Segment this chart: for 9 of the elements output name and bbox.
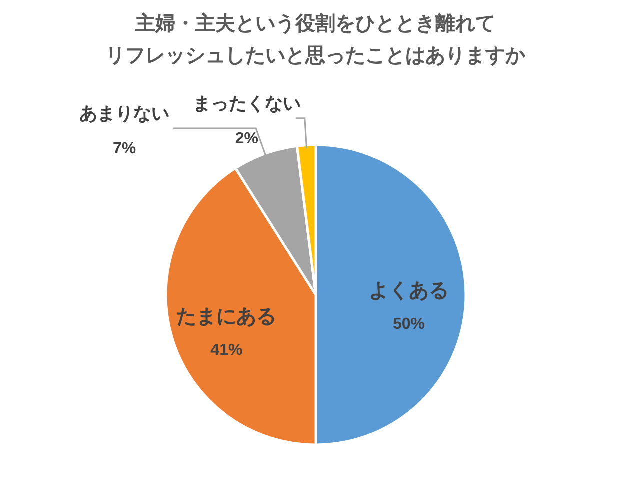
chart-title: 主婦・主夫という役割をひととき離れてリフレッシュしたいと思ったことはありますか xyxy=(106,12,526,67)
slice-label: たまにある xyxy=(176,306,277,328)
slice-label: まったくない xyxy=(192,93,301,114)
data-label: 2% xyxy=(235,130,258,148)
data-label: 7% xyxy=(112,140,136,158)
slice-label: あまりない xyxy=(80,103,170,124)
data-label: 50% xyxy=(392,316,426,333)
data-label: 41% xyxy=(210,342,243,359)
slice-label: よくある xyxy=(369,280,449,302)
